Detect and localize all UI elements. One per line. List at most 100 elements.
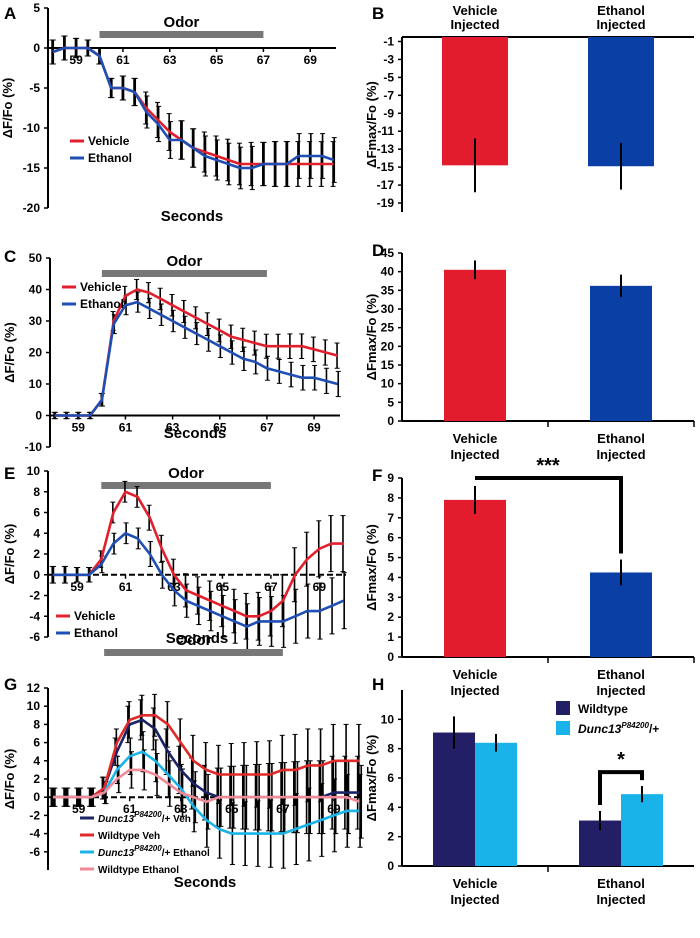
significance-marker: * xyxy=(617,749,625,771)
legend-label: Ethanol xyxy=(88,151,132,165)
category-label-line2: Injected xyxy=(596,683,645,698)
y-tick-label: -7 xyxy=(383,88,394,102)
y-tick-label: 6 xyxy=(33,736,40,750)
bar-1 xyxy=(590,572,652,657)
y-tick-label: 8 xyxy=(33,485,40,499)
legend-label: Vehicle xyxy=(80,280,122,294)
legend-label: Vehicle xyxy=(88,134,130,148)
category-label-line2: Injected xyxy=(450,447,499,462)
panel-label: E xyxy=(4,464,15,483)
series-line-1 xyxy=(52,46,335,170)
y-tick-label: 4 xyxy=(387,570,394,584)
y-tick-label: 6 xyxy=(387,531,394,545)
legend-label: Vehicle xyxy=(74,609,116,623)
panel-E: EOdor1086420-2-4-6596163656769SecondsΔF/… xyxy=(2,464,347,650)
legend-label: Dunc13P84200/+ Ethanol xyxy=(98,844,210,859)
y-axis-label: ΔF/Fo (%) xyxy=(2,749,17,810)
category-label-line2: Injected xyxy=(596,17,645,32)
y-tick-label: 15 xyxy=(381,358,395,372)
y-tick-label: 0 xyxy=(387,414,394,428)
legend-label: Wildtype Ethanol xyxy=(98,865,179,876)
panel-H: H1086420VehicleInjectedEthanolInjectedΔF… xyxy=(364,675,694,907)
bar-0 xyxy=(444,499,506,657)
y-tick-label: 5 xyxy=(387,395,394,409)
bar-0-1 xyxy=(475,742,517,866)
y-tick-label: 35 xyxy=(381,283,395,297)
y-tick-label: 45 xyxy=(381,246,395,260)
odor-label: Odor xyxy=(164,14,200,31)
x-tick-label: 59 xyxy=(72,421,86,435)
y-tick-label: 1 xyxy=(387,630,394,644)
panel-C: C Odor 50 40 30 20 10 0 -10 59 61 63 65 67 69 Seconds ΔF… xyxy=(2,247,341,454)
y-tick-label: 4 xyxy=(33,754,40,768)
x-tick-label: 67 xyxy=(260,421,274,435)
category-label-line2: Injected xyxy=(596,892,645,907)
panel-label: C xyxy=(4,247,16,266)
y-tick-label: 10 xyxy=(27,699,41,713)
y-tick-label: 2 xyxy=(387,830,394,844)
x-tick-label: 61 xyxy=(119,580,133,594)
panel-B: B-1-3-5-7-9-11-13-15-17-19VehicleInjecte… xyxy=(364,3,694,212)
y-tick-label: 20 xyxy=(29,346,43,360)
y-tick-label: 2 xyxy=(33,547,40,561)
y-tick-label: -15 xyxy=(377,160,395,174)
y-axis-label: ΔFmax/Fo (%) xyxy=(364,524,379,611)
panel-label: F xyxy=(372,466,382,485)
x-tick-label: 61 xyxy=(116,53,130,67)
legend-swatch xyxy=(556,701,570,715)
y-tick-label: 10 xyxy=(29,377,43,391)
y-tick-label: -17 xyxy=(377,178,395,192)
category-label-line1: Ethanol xyxy=(597,667,645,682)
significance-marker: *** xyxy=(536,455,560,477)
y-tick-label: -2 xyxy=(29,808,40,822)
y-tick-label: 4 xyxy=(387,800,394,814)
y-tick-label: 9 xyxy=(387,471,394,485)
x-tick-label: 67 xyxy=(257,53,271,67)
significance-bracket xyxy=(475,475,623,554)
x-tick-label: 61 xyxy=(123,802,137,816)
y-axis-label: ΔFmax/Fo (%) xyxy=(364,735,379,822)
legend-label: Dunc13P84200/+ Veh xyxy=(98,810,191,825)
panel-F: F 9876543210VehicleInjectedEthanolInjecte… xyxy=(364,455,695,698)
y-tick-label: 0 xyxy=(387,859,394,873)
y-tick-label: 25 xyxy=(381,321,395,335)
legend-label: Dunc13P84200/+ xyxy=(578,721,659,736)
x-axis-label: Seconds xyxy=(161,208,224,225)
category-label-line1: Vehicle xyxy=(453,667,498,682)
y-tick-label: 6 xyxy=(33,506,40,520)
x-tick-label: 59 xyxy=(70,580,84,594)
y-axis-label: ΔF/Fo (%) xyxy=(2,322,17,383)
y-tick-label: 0 xyxy=(35,409,42,423)
y-tick-label: 12 xyxy=(27,681,41,695)
legend-label: Ethanol xyxy=(80,297,124,311)
y-tick-label: -10 xyxy=(25,440,43,454)
y-tick-label: 7 xyxy=(387,511,394,525)
y-tick-label: -4 xyxy=(29,609,40,623)
y-tick-label: 3 xyxy=(387,590,394,604)
legend-label: Wildtype xyxy=(578,702,628,716)
series-line-1 xyxy=(52,531,345,628)
category-label-line2: Injected xyxy=(596,447,645,462)
x-tick-label: 69 xyxy=(304,53,318,67)
y-tick-label: -13 xyxy=(377,142,395,156)
x-tick-label: 63 xyxy=(163,53,177,67)
category-label-line1: Ethanol xyxy=(597,3,645,18)
category-label-line1: Vehicle xyxy=(453,431,498,446)
y-tick-label: 40 xyxy=(29,283,43,297)
y-tick-label: 10 xyxy=(381,377,395,391)
y-tick-label: -6 xyxy=(29,845,40,859)
bar-1 xyxy=(590,285,652,421)
y-tick-label: -11 xyxy=(377,124,394,138)
panel-label: A xyxy=(4,4,16,23)
y-tick-label: 20 xyxy=(381,339,395,353)
x-tick-label: 65 xyxy=(210,53,224,67)
x-tick-label: 63 xyxy=(166,421,180,435)
y-tick-label: -19 xyxy=(377,196,395,210)
x-tick-label: 59 xyxy=(72,802,86,816)
y-tick-label: 0 xyxy=(387,650,394,664)
y-tick-label: 30 xyxy=(29,314,43,328)
odor-label: Odor xyxy=(168,465,204,482)
y-tick-label: 5 xyxy=(387,551,394,565)
y-tick-label: -9 xyxy=(383,106,394,120)
